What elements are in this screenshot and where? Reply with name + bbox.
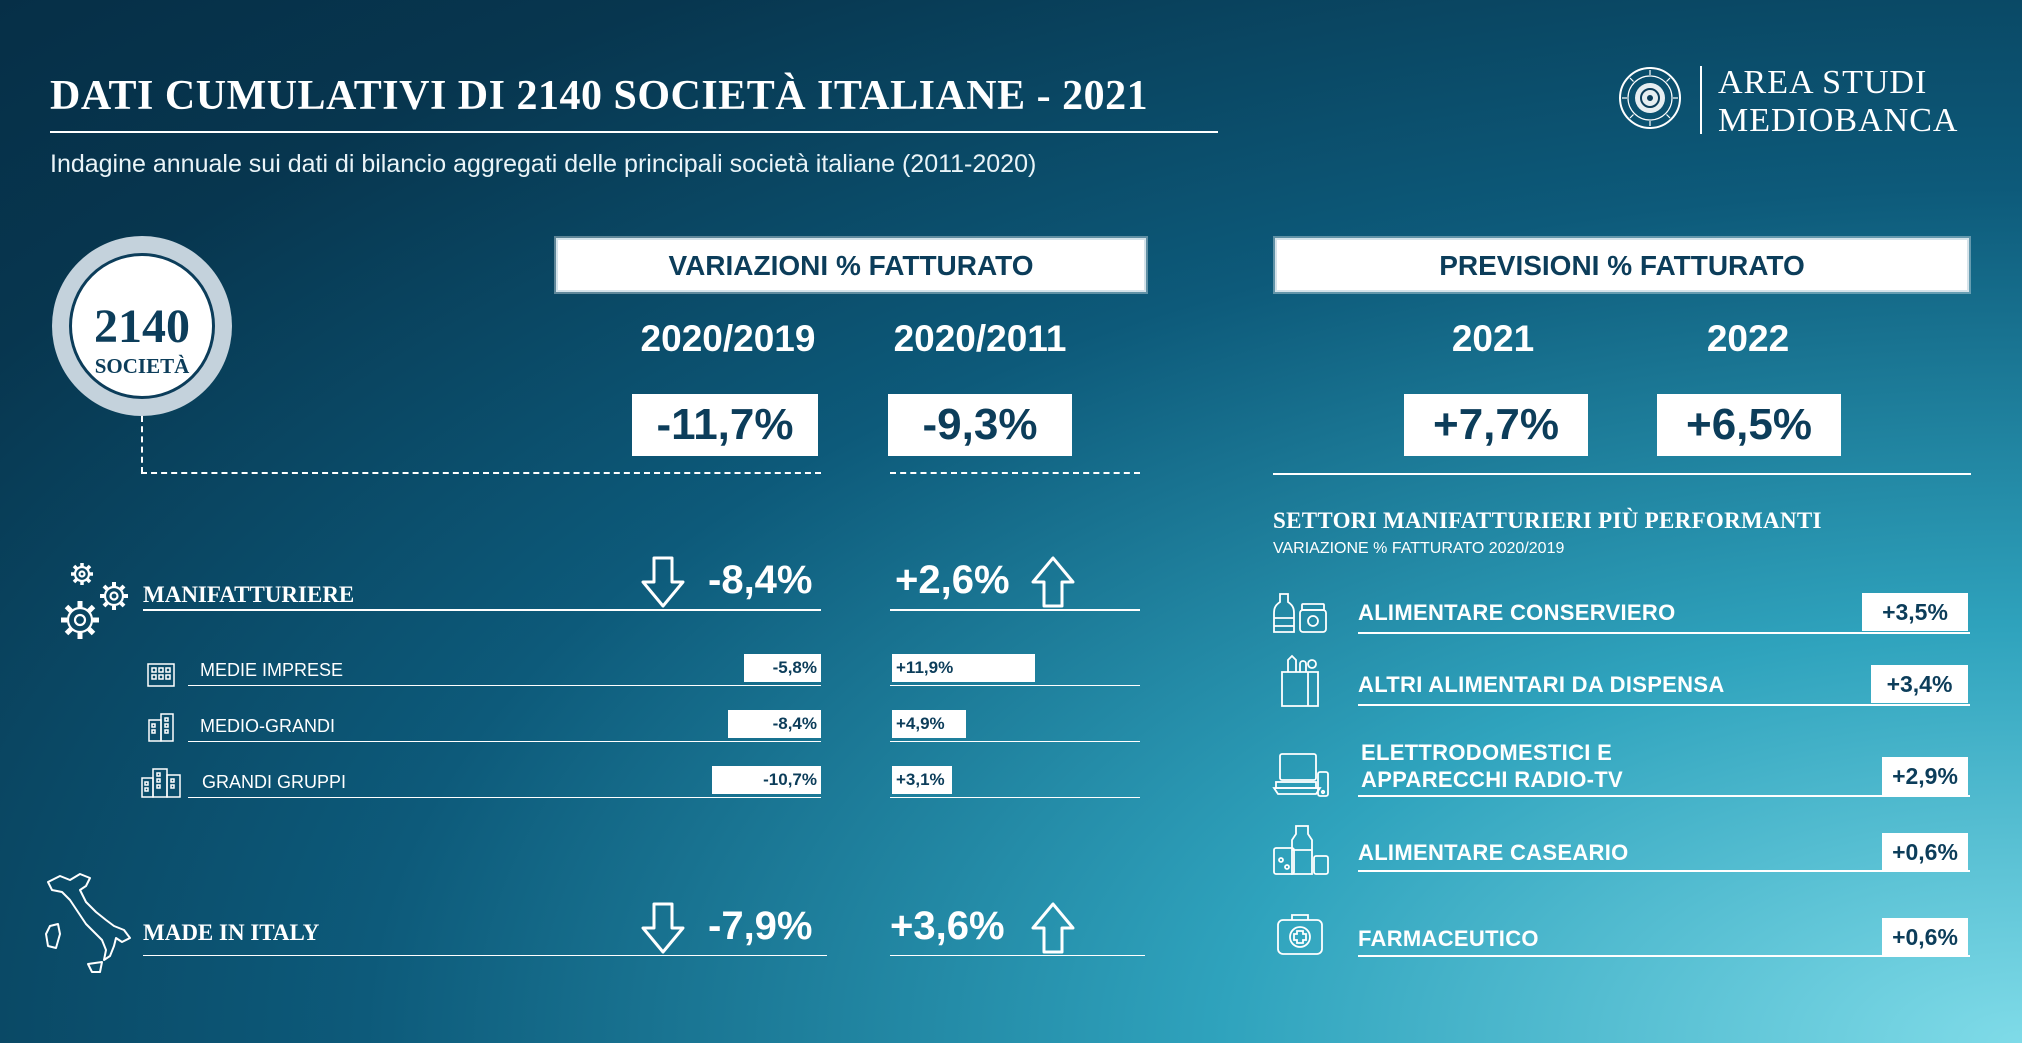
grandi-gruppi-bar-2020-2019: -10,7% bbox=[712, 766, 821, 794]
row-underline bbox=[143, 609, 821, 611]
total-variation-2020-2019: -11,7% bbox=[632, 394, 818, 456]
sector-value: +0,6% bbox=[1882, 833, 1968, 871]
gears-icon bbox=[46, 558, 134, 650]
first-aid-kit-icon bbox=[1276, 912, 1324, 956]
logo-text-line1: AREA STUDI bbox=[1718, 64, 1928, 101]
page-title: DATI CUMULATIVI DI 2140 SOCIETÀ ITALIANE… bbox=[50, 73, 1149, 119]
sector-label-line2: APPARECCHI RADIO-TV bbox=[1361, 767, 1623, 792]
row-label-medie-imprese: MEDIE IMPRESE bbox=[200, 660, 344, 680]
small-building-icon bbox=[146, 661, 176, 687]
medie-bar-2020-2019: -5,8% bbox=[744, 654, 821, 682]
sectors-title: SETTORI MANIFATTURIERI PIÙ PERFORMANTI bbox=[1273, 508, 1822, 533]
company-count-label: SOCIETÀ bbox=[94, 354, 190, 378]
arrow-up-icon bbox=[1030, 902, 1076, 954]
period-label-2020-2019: 2020/2019 bbox=[640, 318, 816, 359]
dairy-icon bbox=[1272, 822, 1330, 876]
row-label-manifatturiere: MANIFATTURIERE bbox=[143, 582, 355, 607]
badge-inner-circle: 2140 SOCIETÀ bbox=[69, 253, 215, 399]
row-underline bbox=[188, 685, 821, 686]
sector-underline bbox=[1358, 704, 1970, 706]
row-label-medio-grandi: MEDIO-GRANDI bbox=[200, 716, 335, 736]
period-label-2020-2011: 2020/2011 bbox=[893, 318, 1067, 359]
jars-icon bbox=[1272, 592, 1328, 636]
large-buildings-icon bbox=[140, 766, 182, 798]
row-underline bbox=[188, 797, 821, 798]
logo-text-line2: MEDIOBANCA bbox=[1718, 102, 1959, 139]
variazioni-header: VARIAZIONI % FATTURATO bbox=[556, 238, 1146, 292]
made-in-italy-value-2020-2011: +3,6% bbox=[890, 904, 1005, 948]
sector-underline bbox=[1358, 795, 1970, 797]
badge-connector-line bbox=[141, 416, 143, 473]
page-subtitle: Indagine annuale sui dati di bilancio ag… bbox=[50, 150, 1037, 178]
row-underline bbox=[188, 741, 821, 742]
sectors-subtitle: VARIAZIONE % FATTURATO 2020/2019 bbox=[1273, 540, 1565, 557]
row-underline bbox=[890, 609, 1140, 611]
sector-underline bbox=[1358, 955, 1970, 957]
devices-icon bbox=[1272, 752, 1330, 798]
medie-bar-2020-2011: +11,9% bbox=[892, 654, 1035, 682]
row-underline bbox=[890, 797, 1140, 798]
forecast-value-2022: +6,5% bbox=[1657, 394, 1841, 456]
row-underline bbox=[890, 955, 1145, 956]
forecast-value-2021: +7,7% bbox=[1404, 394, 1588, 456]
sector-value: +3,5% bbox=[1862, 593, 1968, 631]
arrow-up-icon bbox=[1030, 556, 1076, 608]
previsioni-header: PREVISIONI % FATTURATO bbox=[1275, 238, 1969, 292]
sector-label: ALIMENTARE CONSERVIERO bbox=[1358, 600, 1676, 625]
made-in-italy-value-2020-2019: -7,9% bbox=[708, 904, 813, 948]
sector-value: +3,4% bbox=[1871, 665, 1968, 703]
row-underline bbox=[890, 685, 1140, 686]
medio-grandi-bar-2020-2019: -8,4% bbox=[728, 710, 821, 738]
row-underline bbox=[890, 741, 1140, 742]
grandi-gruppi-bar-2020-2011: +3,1% bbox=[892, 766, 952, 794]
forecast-year-2022: 2022 bbox=[1706, 318, 1790, 359]
arrow-down-icon bbox=[640, 902, 686, 954]
sector-underline bbox=[1358, 870, 1970, 872]
company-count-badge: 2140 SOCIETÀ bbox=[52, 236, 232, 416]
manifatturiere-value-2020-2019: -8,4% bbox=[708, 558, 813, 602]
sector-label: ALTRI ALIMENTARI DA DISPENSA bbox=[1358, 672, 1725, 697]
medium-building-icon bbox=[146, 712, 176, 742]
sector-value: +2,9% bbox=[1882, 757, 1968, 795]
sector-underline bbox=[1358, 632, 1970, 634]
dashed-divider bbox=[890, 472, 1140, 474]
title-underline bbox=[50, 131, 1218, 133]
italy-map-icon bbox=[40, 868, 136, 976]
mediobanca-seal-icon bbox=[1618, 66, 1682, 130]
total-variation-2020-2011: -9,3% bbox=[888, 394, 1072, 456]
logo-divider bbox=[1700, 66, 1702, 134]
arrow-down-icon bbox=[640, 556, 686, 608]
company-count: 2140 bbox=[94, 300, 190, 353]
sector-label: FARMACEUTICO bbox=[1358, 926, 1539, 951]
manifatturiere-value-2020-2011: +2,6% bbox=[895, 558, 1010, 602]
medio-grandi-bar-2020-2011: +4,9% bbox=[892, 710, 966, 738]
forecast-year-2021: 2021 bbox=[1451, 318, 1535, 359]
sector-label: ALIMENTARE CASEARIO bbox=[1358, 840, 1629, 865]
row-label-made-in-italy: MADE IN ITALY bbox=[143, 920, 320, 945]
forecast-divider bbox=[1273, 473, 1971, 475]
row-underline bbox=[143, 955, 827, 956]
sector-value: +0,6% bbox=[1882, 918, 1968, 956]
grocery-bag-icon bbox=[1278, 652, 1322, 708]
sector-label-line1: ELETTRODOMESTICI E bbox=[1361, 740, 1613, 765]
dashed-divider bbox=[141, 472, 821, 474]
row-label-grandi-gruppi: GRANDI GRUPPI bbox=[202, 772, 347, 792]
